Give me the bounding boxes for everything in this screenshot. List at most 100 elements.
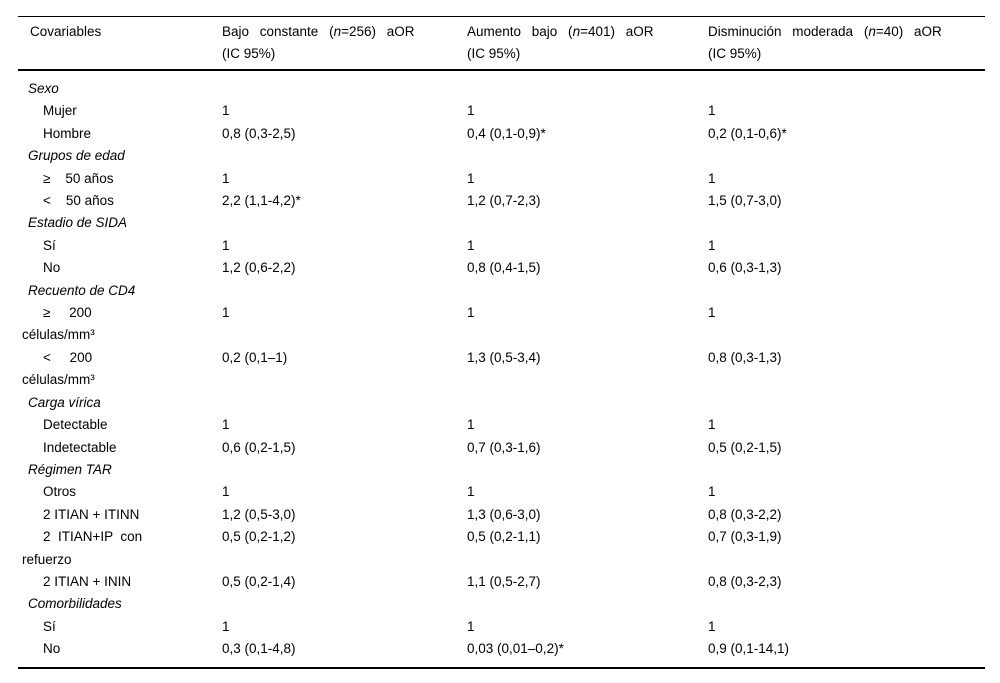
aor-value-cell: 0,5 (0,2-1,5) — [708, 439, 782, 455]
aor-value-cell: 1 — [708, 417, 716, 433]
aor-value-cell — [222, 392, 467, 414]
header-aumento-bajo-line2: (IC 95%) — [467, 46, 521, 61]
aor-value-cell — [222, 70, 467, 100]
aor-value-cell: 0,7 (0,3-1,6) — [467, 439, 541, 455]
aor-value-cell — [467, 392, 708, 414]
table-body: Sexo Mujer 1 1 1 Hombre 0,8 (0,3-2,5) 0,4 (0,1-… — [18, 70, 985, 668]
aor-value-cell — [467, 280, 708, 302]
aor-value-cell: 1 — [467, 237, 475, 253]
aor-value-cell — [222, 459, 467, 481]
aor-value-cell: 1 — [708, 103, 716, 119]
covariate-label: ≥ 50 años — [43, 170, 114, 186]
covariate-label: < 200 células/mm³ — [22, 349, 95, 388]
aor-value-cell: 1 — [708, 618, 716, 634]
aor-value-cell: 1 — [222, 484, 230, 500]
aor-value-cell: 0,8 (0,3-2,2) — [708, 506, 782, 522]
covariate-label: Detectable — [43, 417, 108, 433]
aor-value-cell: 1 — [708, 170, 716, 186]
header-bajo-constante: Bajo constante (n=256) aOR (IC 95%) — [222, 16, 467, 71]
covariate-label: Recuento de CD4 — [28, 282, 136, 298]
aor-value-cell: 0,8 (0,3-1,3) — [708, 349, 782, 365]
covariate-label: 2 ITIAN + ITINN — [43, 506, 140, 522]
header-disminucion-moderada-line1: Disminución moderada (n=40) aOR — [708, 24, 942, 39]
covariate-item-row: No 1,2 (0,6-2,2) 0,8 (0,4-1,5) 0,6 (0,3-1,3… — [18, 257, 985, 279]
covariate-group-row: Grupos de edad — [18, 145, 985, 167]
aor-value-cell — [467, 70, 708, 100]
header-bajo-constante-line1: Bajo constante (n=256) aOR — [222, 24, 415, 39]
covariate-group-row: Recuento de CD4 — [18, 280, 985, 302]
covariate-label: Estadio de SIDA — [28, 215, 128, 231]
covariate-item-row: Hombre 0,8 (0,3-2,5) 0,4 (0,1-0,9)* 0,2 (0,… — [18, 123, 985, 145]
aor-value-cell: 0,03 (0,01–0,2)* — [467, 641, 564, 657]
covariate-label: Régimen TAR — [28, 461, 112, 477]
aor-value-cell: 0,7 (0,3-1,9) — [708, 529, 782, 545]
covariate-item-row: Sí 1 1 1 — [18, 235, 985, 257]
header-disminucion-moderada: Disminución moderada (n=40) aOR (IC 95%) — [708, 16, 985, 71]
aor-value-cell: 1 — [467, 484, 475, 500]
header-aumento-bajo: Aumento bajo (n=401) aOR (IC 95%) — [467, 16, 708, 71]
covariate-item-row: ≥ 200 células/mm³ 1 1 1 — [18, 302, 985, 347]
aor-value-cell — [708, 70, 985, 100]
covariate-label: ≥ 200 células/mm³ — [22, 305, 95, 343]
aor-value-cell: 0,5 (0,2-1,4) — [222, 573, 296, 589]
aor-value-cell: 1 — [467, 305, 475, 321]
aor-value-cell — [222, 212, 467, 234]
aor-value-cell: 0,2 (0,1-0,6)* — [708, 125, 787, 141]
aor-value-cell — [708, 459, 985, 481]
header-disminucion-moderada-line2: (IC 95%) — [708, 46, 762, 61]
header-covariables: Covariables — [18, 16, 222, 71]
aor-value-cell: 1 — [467, 103, 475, 119]
header-bajo-constante-line2: (IC 95%) — [222, 46, 276, 61]
aor-value-cell: 1 — [467, 170, 475, 186]
aor-value-cell: 0,3 (0,1-4,8) — [222, 641, 296, 657]
aor-value-cell: 1,1 (0,5-2,7) — [467, 573, 541, 589]
aor-value-cell — [467, 212, 708, 234]
covariate-item-row: Indetectable 0,6 (0,2-1,5) 0,7 (0,3-1,6) 0,… — [18, 437, 985, 459]
covariate-label: Hombre — [43, 125, 92, 141]
covariate-item-row: ≥ 50 años 1 1 1 — [18, 168, 985, 190]
covariate-label: Sí — [43, 237, 56, 253]
covariate-label: Indetectable — [43, 439, 117, 455]
aor-value-cell: 1,2 (0,7-2,3) — [467, 193, 541, 209]
aor-value-cell — [222, 593, 467, 615]
aor-value-cell — [708, 593, 985, 615]
aor-value-cell: 1 — [222, 417, 230, 433]
aor-value-cell — [708, 280, 985, 302]
covariate-label: Otros — [43, 484, 77, 500]
aor-value-cell: 1,5 (0,7-3,0) — [708, 193, 782, 209]
covariate-item-row: < 50 años 2,2 (1,1-4,2)* 1,2 (0,7-2,3) 1,5 … — [18, 190, 985, 212]
covariate-item-row: 2 ITIAN + ININ 0,5 (0,2-1,4) 1,1 (0,5-2,7)… — [18, 571, 985, 593]
covariate-group-row: Estadio de SIDA — [18, 212, 985, 234]
aor-value-cell: 1 — [222, 305, 230, 321]
aor-value-cell: 1 — [222, 618, 230, 634]
covariate-label: No — [43, 641, 61, 657]
aor-value-cell: 1 — [708, 305, 716, 321]
aor-value-cell — [222, 280, 467, 302]
aor-value-cell: 0,8 (0,3-2,5) — [222, 125, 296, 141]
aor-value-cell — [708, 392, 985, 414]
aor-value-cell: 1 — [222, 170, 230, 186]
aor-value-cell: 1,3 (0,5-3,4) — [467, 349, 541, 365]
aor-value-cell: 1,2 (0,6-2,2) — [222, 260, 296, 276]
covariate-group-row: Comorbilidades — [18, 593, 985, 615]
covariate-label: Mujer — [43, 103, 77, 119]
aor-value-cell: 1,2 (0,5-3,0) — [222, 506, 296, 522]
aor-value-cell: 0,2 (0,1–1) — [222, 349, 288, 365]
covariate-item-row: < 200 células/mm³ 0,2 (0,1–1) 1,3 (0,5-3,4… — [18, 347, 985, 392]
covariate-label: Sí — [43, 618, 56, 634]
covariate-item-row: Sí 1 1 1 — [18, 616, 985, 638]
aor-value-cell: 1 — [467, 417, 475, 433]
aor-value-cell: 0,4 (0,1-0,9)* — [467, 125, 546, 141]
aor-value-cell: 1 — [708, 484, 716, 500]
header-row: Covariables Bajo constante (n=256) aOR (… — [18, 16, 985, 71]
covariate-item-row: 2 ITIAN + ITINN 1,2 (0,5-3,0) 1,3 (0,6-3,0… — [18, 504, 985, 526]
aor-value-cell: 0,5 (0,2-1,1) — [467, 529, 541, 545]
covariate-item-row: 2 ITIAN+IP con refuerzo 0,5 (0,2-1,2) 0,5 … — [18, 526, 985, 571]
aor-value-cell — [708, 212, 985, 234]
covariate-item-row: Mujer 1 1 1 — [18, 100, 985, 122]
aor-value-cell: 1 — [222, 237, 230, 253]
covariate-item-row: Detectable 1 1 1 — [18, 414, 985, 436]
aor-covariables-table: Covariables Bajo constante (n=256) aOR (… — [18, 16, 985, 669]
aor-value-cell: 0,9 (0,1-14,1) — [708, 641, 790, 657]
